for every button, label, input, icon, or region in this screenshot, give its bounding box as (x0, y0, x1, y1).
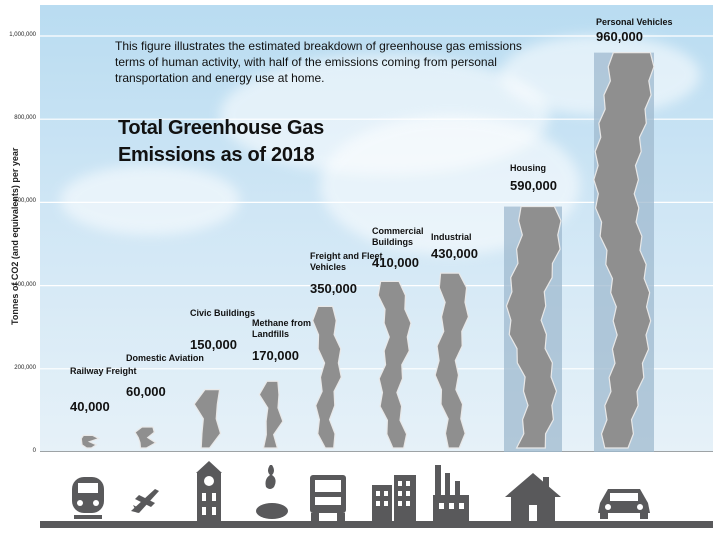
value-label: 430,000 (431, 246, 478, 261)
smoke-bar (312, 305, 342, 449)
category-label: Industrial (431, 232, 472, 242)
y-tick-label: 200,000 (14, 364, 36, 371)
category-label: Housing (510, 163, 546, 173)
y-tick-label: 600,000 (14, 198, 36, 205)
apple-core-icon (254, 461, 290, 521)
y-tick-label: 800,000 (14, 115, 36, 122)
intro-text: This figure illustrates the estimated br… (115, 39, 522, 85)
airplane-icon (125, 481, 165, 521)
value-label: 150,000 (190, 337, 237, 352)
smoke-bar (434, 272, 470, 449)
office-buildings-icon (370, 471, 418, 521)
smoke-bar (134, 426, 157, 449)
category-label: Commercial Buildings (372, 226, 424, 247)
smoke-bar (80, 434, 101, 449)
chart-title-line1: Total Greenhouse Gas (118, 117, 324, 139)
truck-icon (307, 471, 349, 521)
train-icon (68, 471, 108, 521)
value-label: 960,000 (596, 29, 643, 44)
value-label: 170,000 (252, 348, 299, 363)
category-label: Railway Freight (70, 366, 137, 376)
smoke-bar (505, 205, 562, 449)
chart-title-line2: Emissions as of 2018 (118, 144, 315, 166)
value-label: 410,000 (372, 255, 419, 270)
ground-line (40, 521, 713, 528)
car-icon (594, 481, 654, 521)
factory-icon (431, 461, 471, 521)
y-tick-label: 400,000 (14, 281, 36, 288)
value-label: 350,000 (310, 281, 357, 296)
value-label: 590,000 (510, 178, 557, 193)
smoke-bar (258, 380, 284, 449)
category-label: Civic Buildings (190, 308, 256, 318)
category-label: Domestic Aviation (126, 353, 204, 363)
value-label: 40,000 (70, 399, 110, 414)
smoke-bar (377, 280, 412, 449)
category-label: Freight and Fleet Vehicles (310, 251, 383, 272)
chart-title: Total Greenhouse Gas Emissions as of 201… (118, 115, 324, 169)
category-label: Methane from Landfills (252, 318, 312, 339)
house-icon (503, 471, 563, 521)
value-label: 60,000 (126, 384, 166, 399)
category-label: Personal Vehicles (596, 17, 673, 27)
clock-tower-icon (194, 461, 224, 521)
y-tick-label: 1,000,000 (9, 32, 36, 38)
y-tick-label: 0 (32, 448, 36, 454)
smoke-bar (193, 389, 222, 449)
cloud-decoration (60, 165, 240, 235)
smoke-bar (593, 52, 655, 449)
